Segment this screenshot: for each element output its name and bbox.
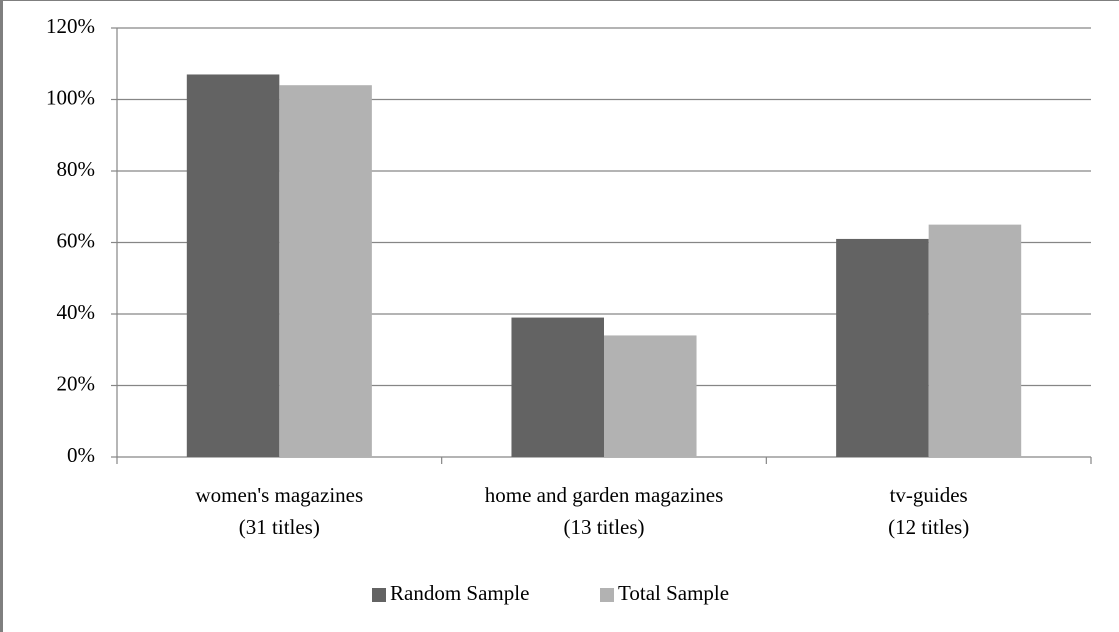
x-tick-label: women's magazines xyxy=(196,483,364,507)
x-tick-label: (13 titles) xyxy=(563,515,644,539)
bar xyxy=(279,85,372,457)
y-tick-label: 60% xyxy=(57,228,96,252)
x-tick-label: tv-guides xyxy=(890,483,968,507)
bar xyxy=(836,238,929,457)
y-tick-label: 20% xyxy=(57,371,96,395)
bar xyxy=(604,335,697,457)
bar xyxy=(511,317,604,457)
y-tick-label: 40% xyxy=(57,300,96,324)
legend-swatch xyxy=(600,588,614,602)
bar xyxy=(186,74,280,457)
y-tick-label: 80% xyxy=(57,157,96,181)
legend-label: Random Sample xyxy=(390,581,529,605)
x-tick-label: (12 titles) xyxy=(888,515,969,539)
y-tick-label: 120% xyxy=(46,14,95,38)
y-tick-label: 0% xyxy=(67,443,95,467)
x-tick-label: (31 titles) xyxy=(239,515,320,539)
x-tick-label: home and garden magazines xyxy=(485,483,724,507)
bar xyxy=(928,224,1022,457)
y-tick-label: 100% xyxy=(46,85,95,109)
legend-label: Total Sample xyxy=(618,581,729,605)
legend-swatch xyxy=(372,588,386,602)
